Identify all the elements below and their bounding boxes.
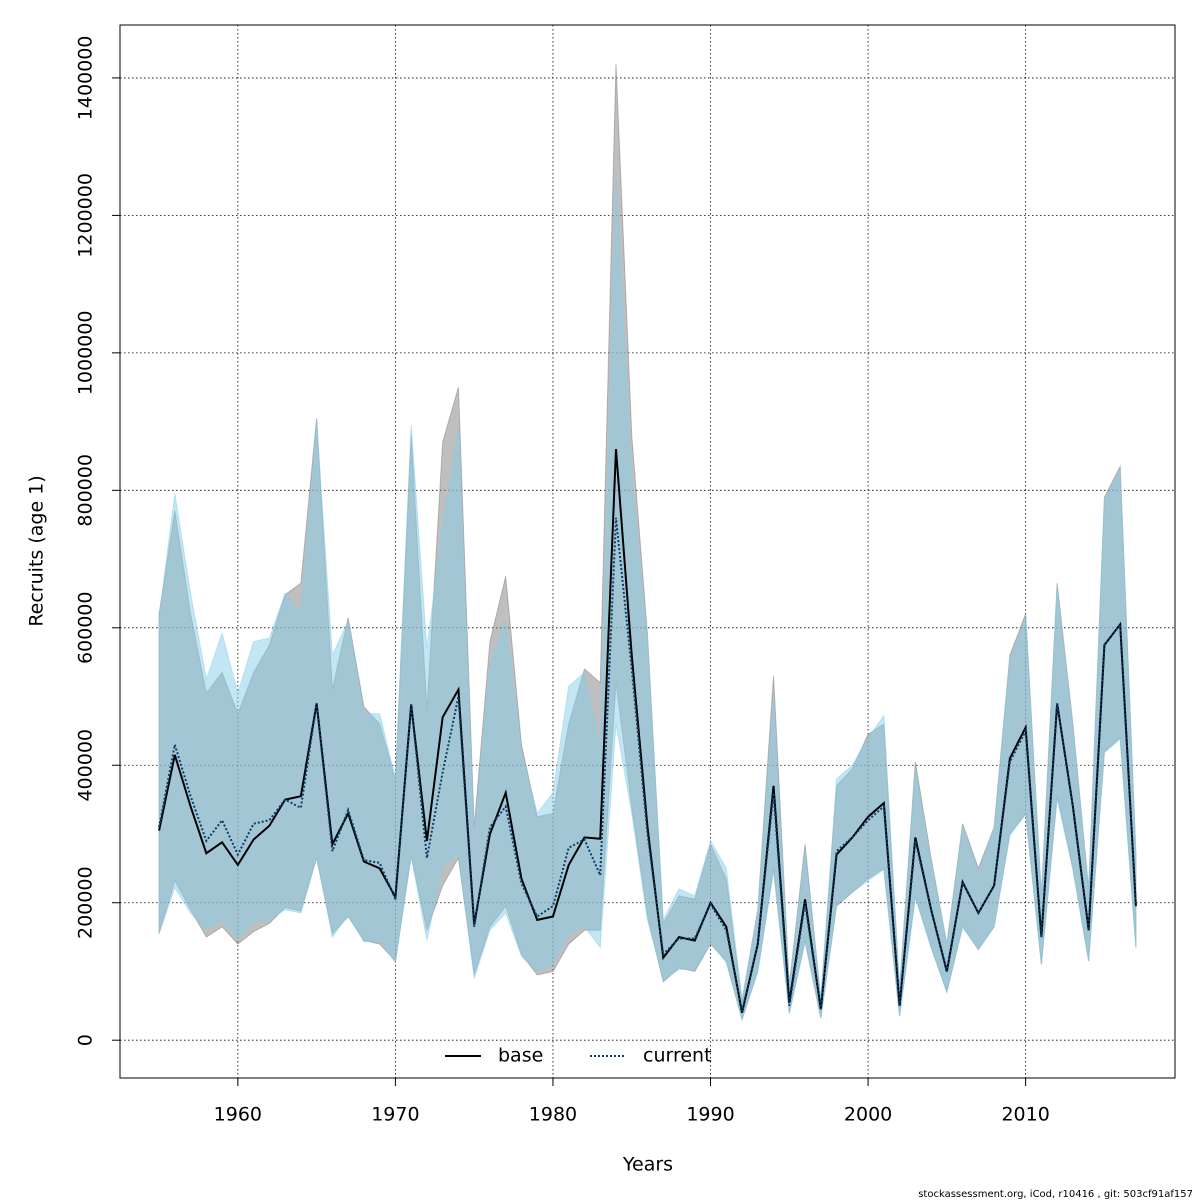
y-axis-label: Recruits (age 1) (26, 475, 48, 626)
y-tick-label: 800000 (75, 454, 97, 527)
x-tick-label: 1960 (214, 1104, 262, 1126)
x-tick-label: 2000 (844, 1104, 892, 1126)
x-tick-label: 1980 (529, 1104, 577, 1126)
y-tick-label: 1200000 (75, 173, 97, 258)
x-tick-label: 1970 (371, 1104, 419, 1126)
y-tick-label: 1000000 (75, 311, 97, 396)
y-tick-label: 200000 (75, 866, 97, 939)
legend-label: base (498, 1045, 543, 1067)
x-tick-label: 1990 (686, 1104, 734, 1126)
y-tick-label: 0 (75, 1034, 97, 1046)
plot-frame (119, 24, 1176, 1079)
footnote: stockassessment.org, iCod, r10416 , git:… (918, 1189, 1193, 1200)
legend-label: current (643, 1045, 712, 1067)
y-tick-label: 400000 (75, 729, 97, 802)
x-axis-label: Years (622, 1154, 673, 1176)
y-tick-label: 600000 (75, 592, 97, 665)
x-tick-label: 2010 (1001, 1104, 1049, 1126)
y-tick-label: 1400000 (75, 36, 97, 121)
